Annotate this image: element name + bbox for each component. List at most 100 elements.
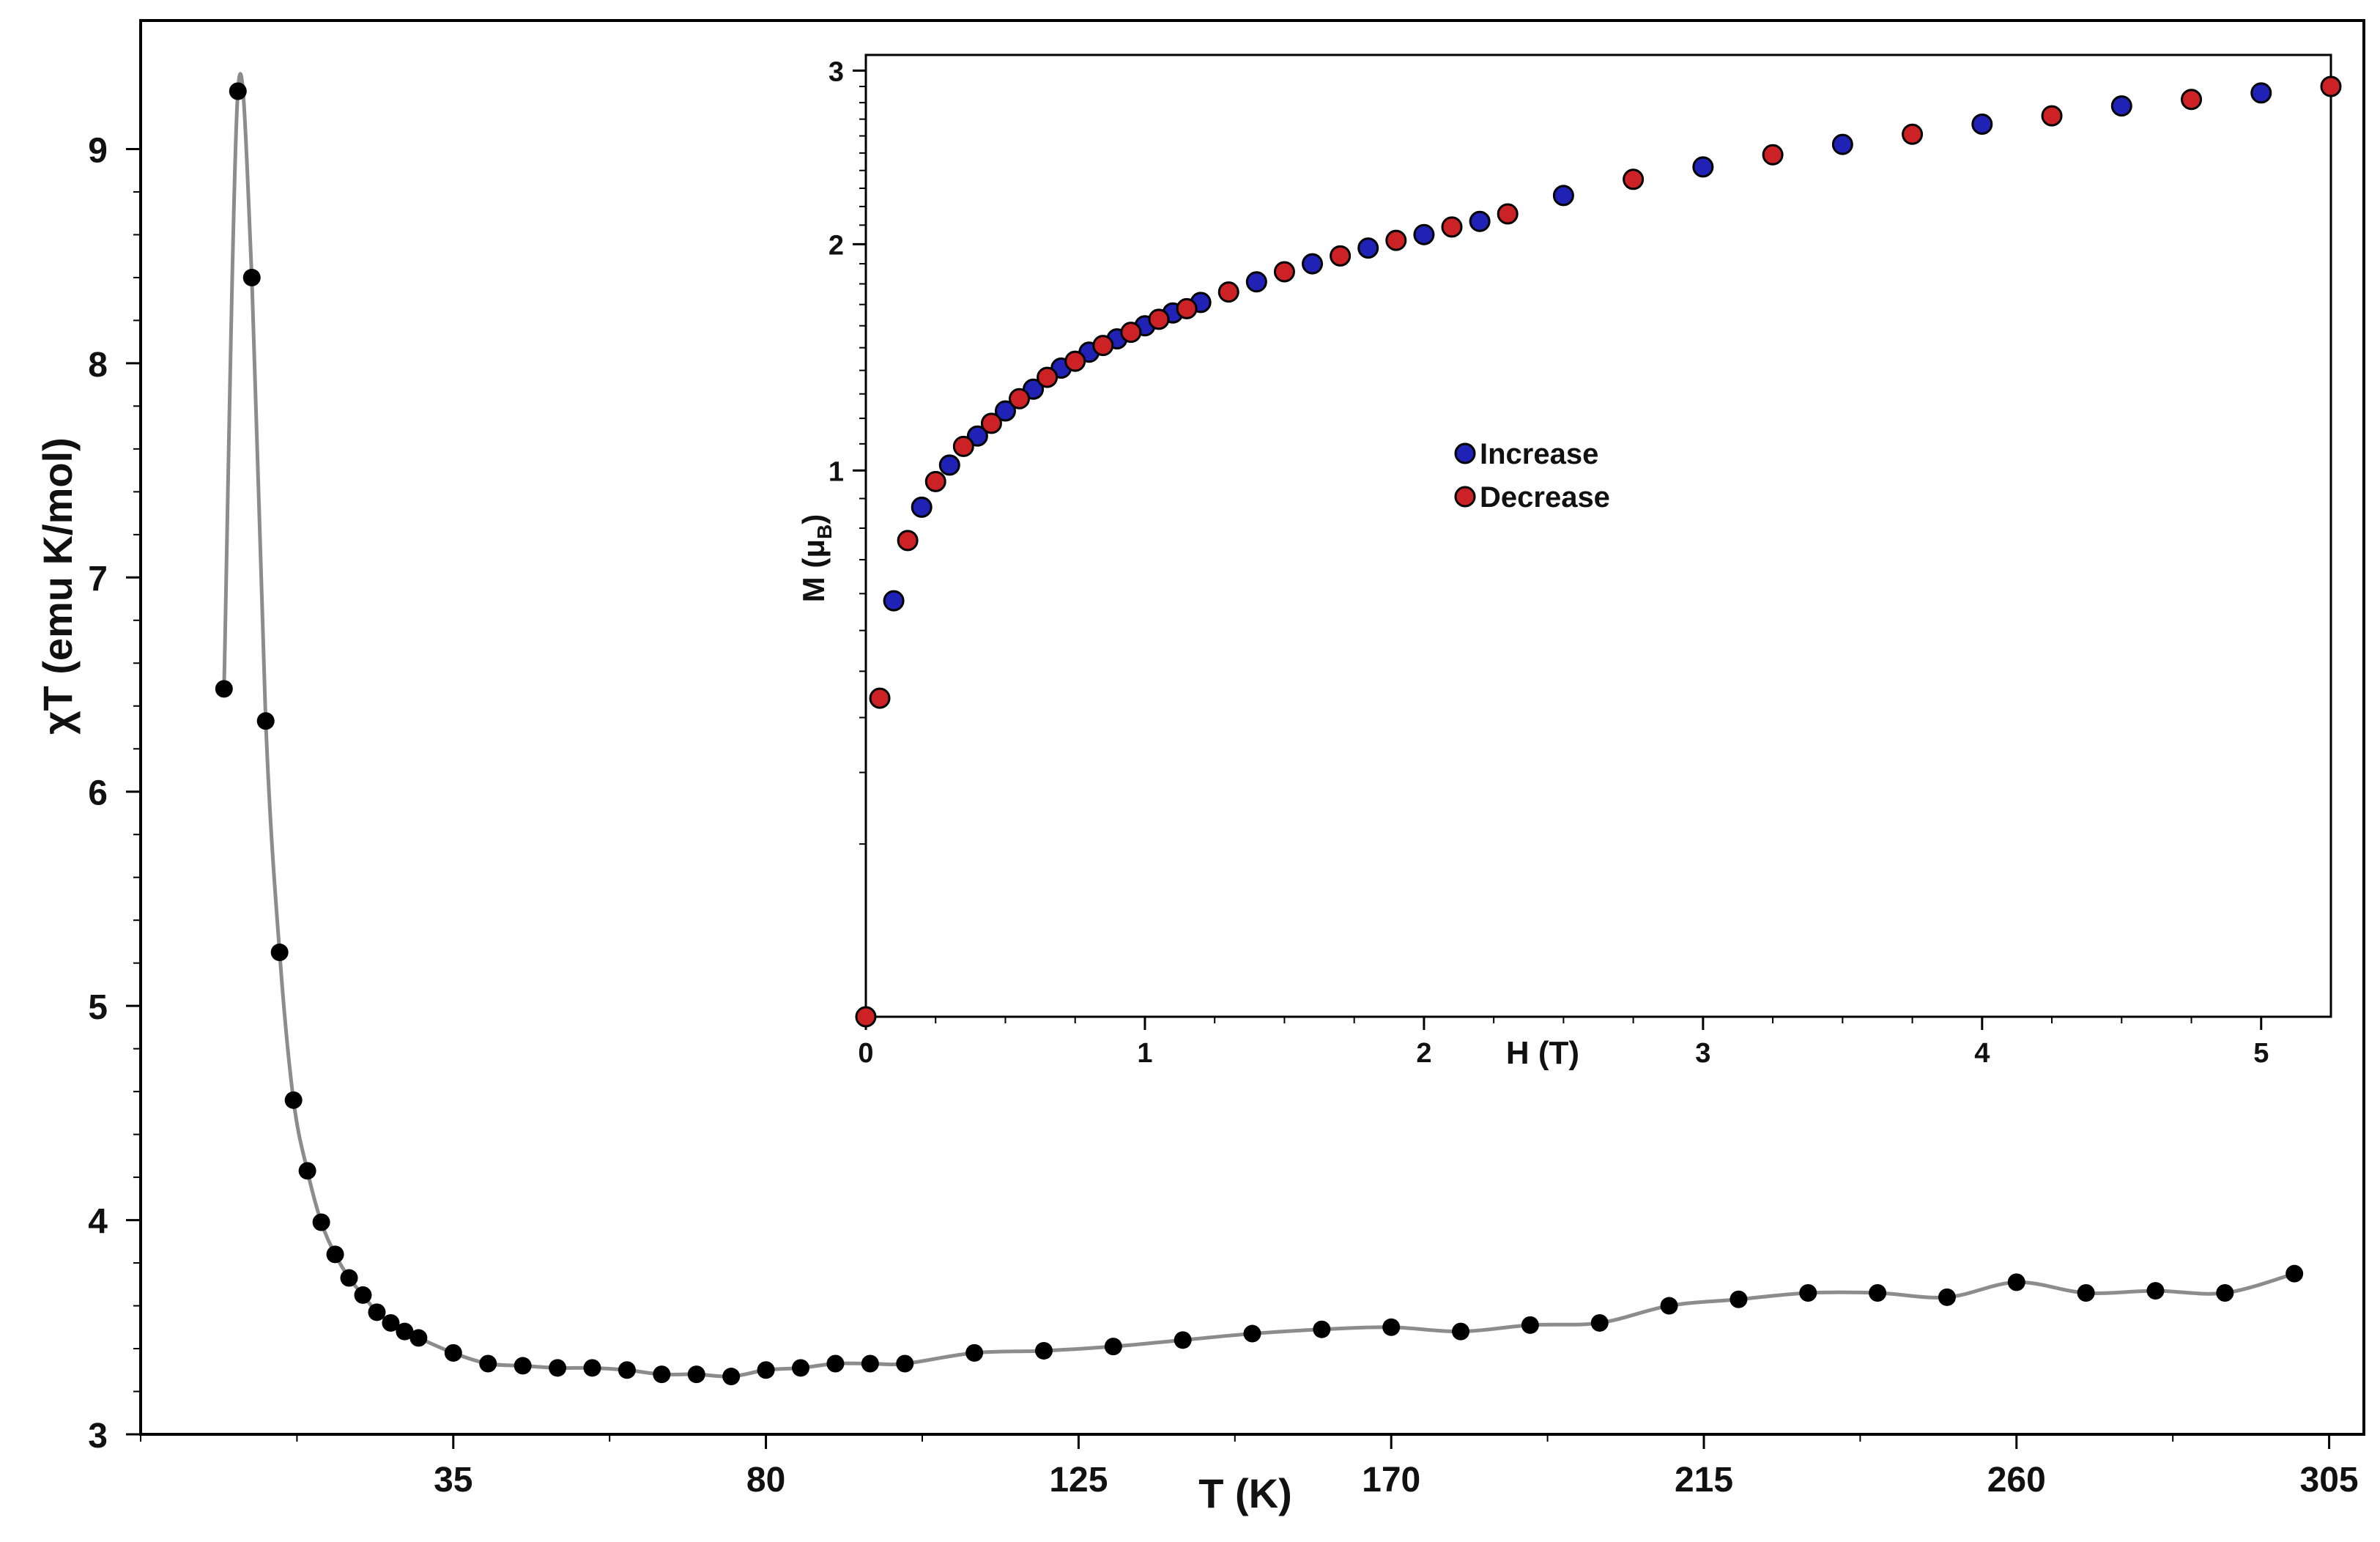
main-data-point xyxy=(583,1359,601,1377)
main-data-point xyxy=(896,1354,914,1373)
inset-legend: Increase Decrease xyxy=(1454,438,1610,514)
main-data-point xyxy=(312,1213,330,1231)
main-y-tick-label: 6 xyxy=(88,774,108,813)
main-data-point xyxy=(1590,1313,1609,1332)
inset-y-tick-label: 2 xyxy=(828,230,844,261)
main-data-point xyxy=(1313,1320,1331,1338)
legend-marker-increase xyxy=(1454,442,1476,464)
main-y-tick-label: 9 xyxy=(88,131,108,170)
main-data-point xyxy=(479,1354,497,1373)
inset-data-point-increase xyxy=(1831,133,1853,155)
main-data-point xyxy=(653,1365,671,1384)
inset-data-point-increase xyxy=(1357,237,1379,259)
main-data-point xyxy=(229,82,247,100)
inset-data-point-decrease xyxy=(1385,229,1407,251)
inset-data-point-increase xyxy=(2110,95,2132,117)
inset-data-point-increase xyxy=(911,496,933,518)
main-series-line xyxy=(222,72,2295,1379)
main-data-point xyxy=(215,680,233,698)
main-data-point xyxy=(792,1359,810,1377)
inset-data-point-decrease xyxy=(1148,308,1170,330)
main-data-point xyxy=(1521,1316,1539,1334)
main-x-tick-label: 215 xyxy=(1675,1461,1733,1500)
main-data-point xyxy=(1799,1284,1817,1302)
inset-x-tick-label: 4 xyxy=(1974,1038,1990,1069)
main-data-point xyxy=(1452,1322,1470,1341)
main-data-point xyxy=(256,712,275,730)
main-y-axis-label: χT (emu K/mol) xyxy=(34,437,81,735)
main-data-point xyxy=(340,1269,358,1287)
inset-data-point-decrease xyxy=(1441,216,1463,238)
main-data-point xyxy=(861,1354,879,1373)
inset-data-point-increase xyxy=(1302,253,1324,275)
inset-data-point-decrease xyxy=(1217,281,1239,303)
inset-y-tick-label: 1 xyxy=(828,456,844,487)
inset-data-point-decrease xyxy=(980,412,1002,434)
inset-y-axis-label: M (μB) xyxy=(796,514,836,603)
main-x-tick-label: 170 xyxy=(1362,1461,1420,1500)
inset-data-point-decrease xyxy=(869,687,891,709)
main-data-point xyxy=(965,1343,984,1362)
inset-data-point-decrease xyxy=(924,470,946,492)
main-series xyxy=(215,72,2304,1386)
inset-data-point-decrease xyxy=(1064,350,1086,372)
inset-data-point-decrease xyxy=(1037,366,1059,388)
inset-data-point-decrease xyxy=(2181,89,2203,111)
inset-data-point-increase xyxy=(1552,185,1574,207)
inset-x-axis: 0 1 2 3 4 5 xyxy=(858,1017,2269,1069)
main-data-point xyxy=(409,1329,428,1347)
main-data-point xyxy=(242,268,261,286)
inset-data-point-increase xyxy=(1245,271,1267,293)
inset-x-tick-label: 1 xyxy=(1137,1038,1152,1069)
main-data-point xyxy=(444,1343,462,1362)
inset-data-point-increase xyxy=(994,400,1016,422)
main-data-point xyxy=(1034,1341,1053,1360)
inset-data-point-increase xyxy=(1413,223,1435,245)
inset-x-tick-label: 3 xyxy=(1695,1038,1710,1069)
inset-y-tick-label: 3 xyxy=(828,56,844,87)
inset-data-point-increase xyxy=(966,425,988,447)
main-data-point xyxy=(284,1091,303,1109)
inset-x-axis-label: H (T) xyxy=(1506,1035,1579,1071)
main-data-point xyxy=(549,1359,567,1377)
main-data-point xyxy=(1174,1331,1192,1349)
main-data-point xyxy=(2216,1284,2234,1302)
inset-data-point-decrease xyxy=(855,1006,877,1028)
main-y-tick-label: 7 xyxy=(88,560,108,598)
main-data-point xyxy=(2286,1264,2304,1283)
inset-data-point-decrease xyxy=(1762,144,1784,166)
inset-data-point-increase xyxy=(1469,210,1491,232)
inset-data-point-increase xyxy=(1692,156,1714,178)
main-data-point xyxy=(270,944,289,962)
main-x-tick-label: 125 xyxy=(1049,1461,1108,1500)
main-data-point xyxy=(2146,1282,2165,1300)
inset-x-tick-label: 0 xyxy=(858,1038,873,1069)
inset-data-point-decrease xyxy=(1273,261,1295,283)
main-y-axis: 3 4 5 6 7 8 9 xyxy=(88,131,141,1456)
main-data-point xyxy=(514,1357,532,1375)
main-data-point xyxy=(2007,1273,2025,1291)
inset-series xyxy=(855,75,2342,1028)
inset-y-axis: 1 2 3 xyxy=(828,56,866,845)
main-data-point xyxy=(1243,1324,1261,1343)
main-x-tick-label: 80 xyxy=(746,1461,785,1500)
legend-label-decrease: Decrease xyxy=(1480,481,1610,514)
main-data-point xyxy=(354,1286,372,1304)
inset-y-label-sub: B xyxy=(813,524,836,539)
main-x-tick-label: 260 xyxy=(1987,1461,2046,1500)
inset-data-point-decrease xyxy=(1009,388,1031,409)
inset-data-point-decrease xyxy=(952,435,974,457)
main-y-tick-label: 4 xyxy=(88,1203,108,1242)
inset-data-point-decrease xyxy=(1902,123,1924,145)
main-data-point xyxy=(1938,1288,1956,1306)
main-data-point xyxy=(618,1361,636,1379)
main-data-point xyxy=(687,1365,705,1384)
inset-data-point-decrease xyxy=(2320,75,2342,97)
main-plot-frame xyxy=(139,19,2365,1436)
main-data-point xyxy=(396,1322,414,1341)
main-y-tick-label: 8 xyxy=(88,346,108,385)
main-data-point xyxy=(326,1245,344,1264)
inset-data-point-increase xyxy=(883,590,905,612)
main-x-axis: 35 80 125 170 215 260 305 xyxy=(140,1434,2359,1500)
